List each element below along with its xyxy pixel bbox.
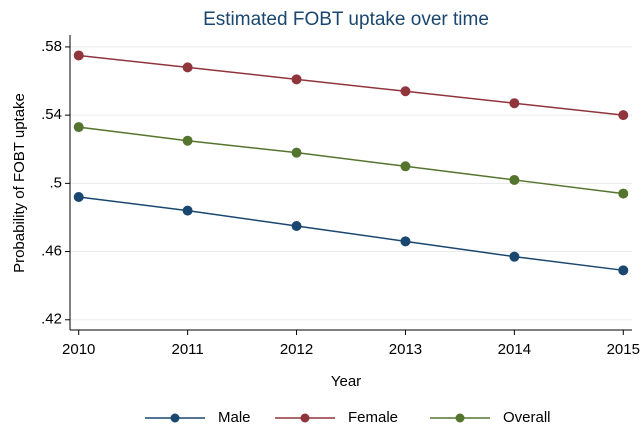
- series-line: [78, 126, 624, 195]
- series-line: [78, 54, 624, 116]
- legend-marker: [300, 413, 310, 423]
- y-axis-title: Probability of FOBT uptake: [11, 93, 28, 273]
- data-point: [73, 191, 84, 202]
- x-tick-label: 2015: [607, 341, 640, 358]
- x-tick-label: 2012: [280, 341, 313, 358]
- data-point: [400, 86, 411, 97]
- y-tick-label: .58: [41, 38, 62, 55]
- y-tick-label: .5: [49, 174, 62, 191]
- data-point: [182, 135, 193, 146]
- data-point: [618, 265, 629, 276]
- data-point: [182, 205, 193, 216]
- legend-marker: [455, 413, 465, 423]
- data-point: [73, 122, 84, 133]
- data-point: [400, 161, 411, 172]
- data-point: [291, 147, 302, 158]
- legend-label: Female: [348, 409, 398, 426]
- data-point: [291, 220, 302, 231]
- y-tick-label: .42: [41, 311, 62, 328]
- data-point: [400, 236, 411, 247]
- data-point: [509, 98, 520, 109]
- legend-label: Overall: [503, 409, 551, 426]
- data-point: [509, 174, 520, 185]
- x-tick-label: 2013: [389, 341, 422, 358]
- x-tick-label: 2011: [171, 341, 203, 358]
- x-axis-title: Year: [331, 373, 361, 390]
- data-point: [509, 251, 520, 262]
- data-point: [618, 188, 629, 199]
- chart-title: Estimated FOBT uptake over time: [203, 9, 489, 30]
- x-tick-label: 2014: [498, 341, 531, 358]
- data-point: [73, 50, 84, 61]
- data-point: [182, 62, 193, 73]
- data-point: [618, 110, 629, 121]
- x-tick-label: 2010: [62, 341, 95, 358]
- legend-marker: [170, 413, 180, 423]
- legend-label: Male: [218, 409, 251, 426]
- data-point: [291, 74, 302, 85]
- y-tick-label: .54: [41, 106, 62, 123]
- series-line: [78, 196, 624, 272]
- y-tick-label: .46: [41, 243, 62, 260]
